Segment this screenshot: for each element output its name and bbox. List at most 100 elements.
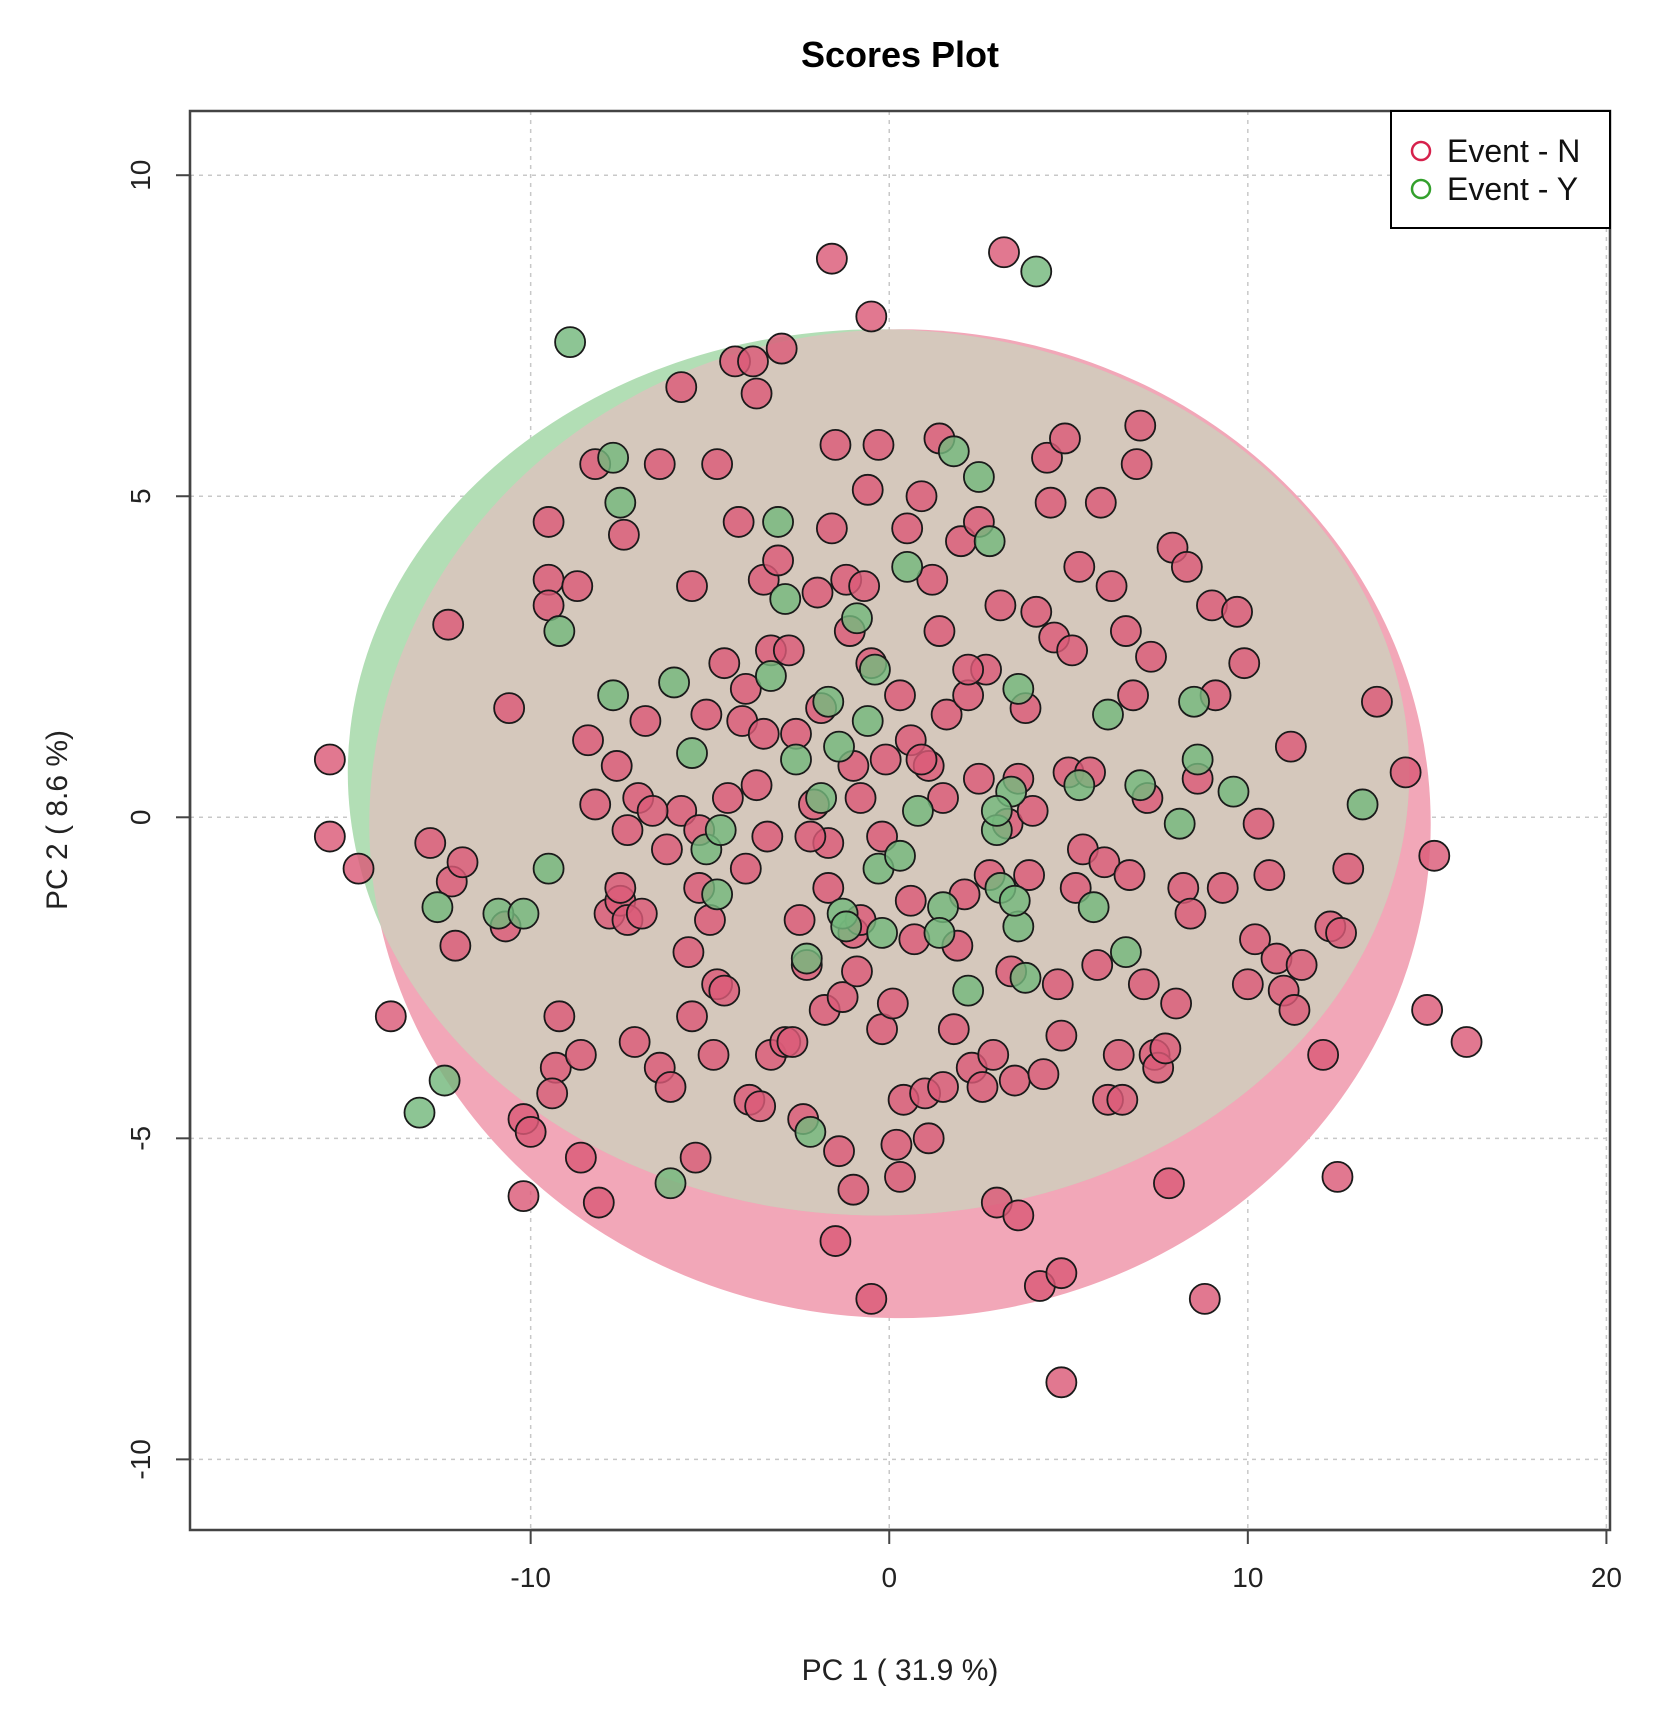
point-event-n <box>966 1071 999 1103</box>
point-event-n <box>930 698 963 731</box>
point-event-y <box>851 705 884 737</box>
point-event-n <box>916 563 949 596</box>
point-event-n <box>607 518 640 551</box>
point-event-y <box>1063 769 1096 802</box>
point-event-n <box>579 788 612 821</box>
point-event-n <box>1088 846 1121 879</box>
x-tick-label: 10 <box>1232 1562 1263 1593</box>
point-event-n <box>740 769 773 802</box>
point-event-y <box>790 942 823 975</box>
point-event-n <box>1120 448 1153 481</box>
point-event-n <box>841 955 873 988</box>
point-event-y <box>902 794 934 827</box>
data-points <box>313 236 1483 1399</box>
point-event-y <box>1163 807 1196 840</box>
point-event-n <box>711 782 744 814</box>
point-event-y <box>507 897 540 930</box>
point-event-n <box>819 428 852 461</box>
point-event-y <box>858 653 891 686</box>
point-event-n <box>1027 1058 1060 1091</box>
point-event-n <box>651 833 683 866</box>
point-event-n <box>564 1038 597 1071</box>
point-event-n <box>618 1026 651 1058</box>
point-event-y <box>597 441 630 474</box>
point-event-n <box>905 743 938 776</box>
point-event-n <box>1153 1167 1185 1200</box>
point-event-y <box>794 1116 827 1148</box>
point-event-n <box>672 936 705 969</box>
point-event-n <box>740 377 773 410</box>
point-event-n <box>690 698 723 731</box>
point-event-n <box>1110 615 1142 647</box>
point-event-n <box>446 846 479 879</box>
point-event-n <box>1135 640 1167 673</box>
point-event-n <box>884 1160 916 1193</box>
point-event-n <box>1321 1160 1354 1193</box>
point-event-n <box>862 428 895 461</box>
x-tick-label: 0 <box>881 1562 897 1593</box>
point-event-y <box>830 910 863 943</box>
point-event-n <box>851 473 884 506</box>
point-event-y <box>923 916 956 949</box>
point-event-n <box>801 576 834 609</box>
chart-title: Scores Plot <box>801 34 999 75</box>
point-event-n <box>722 506 755 538</box>
point-event-n <box>1049 422 1081 455</box>
point-event-n <box>697 1038 730 1071</box>
point-event-n <box>374 1000 407 1033</box>
point-event-n <box>1056 634 1089 667</box>
point-event-n <box>1117 679 1149 712</box>
point-event-n <box>625 897 658 930</box>
point-event-y <box>884 839 916 872</box>
point-event-y <box>1077 891 1110 924</box>
y-tick-label: 5 <box>125 488 156 504</box>
point-event-n <box>962 762 995 795</box>
point-event-n <box>912 1122 945 1155</box>
point-event-y <box>866 916 898 949</box>
point-event-n <box>815 512 848 545</box>
point-event-n <box>654 1071 687 1103</box>
point-event-n <box>1113 859 1146 891</box>
point-event-n <box>1174 897 1207 930</box>
point-event-y <box>604 486 637 519</box>
point-event-n <box>313 820 346 853</box>
point-event-y <box>1346 788 1379 821</box>
point-event-n <box>952 653 985 686</box>
point-event-n <box>812 872 845 904</box>
point-event-n <box>1102 1038 1135 1071</box>
point-event-y <box>532 852 565 885</box>
point-event-y <box>428 1064 461 1097</box>
point-event-n <box>1084 486 1117 519</box>
point-event-y <box>421 891 454 924</box>
point-event-n <box>1206 872 1239 904</box>
point-event-y <box>952 974 985 1007</box>
point-event-n <box>1045 1366 1078 1399</box>
point-event-y <box>1217 775 1250 808</box>
point-event-n <box>1127 968 1160 1001</box>
point-event-n <box>676 1000 708 1033</box>
point-event-n <box>1242 807 1275 840</box>
point-event-n <box>880 1128 913 1161</box>
point-event-n <box>1124 409 1157 442</box>
point-event-n <box>1332 852 1365 885</box>
point-event-n <box>927 782 959 814</box>
point-event-y <box>1009 961 1042 994</box>
point-event-n <box>636 794 669 827</box>
point-event-y <box>1178 685 1210 718</box>
point-event-n <box>1450 1026 1483 1058</box>
point-event-n <box>751 820 784 853</box>
point-event-n <box>783 904 816 936</box>
point-event-y <box>676 737 708 769</box>
point-event-n <box>1418 839 1451 872</box>
point-event-n <box>977 1038 1010 1071</box>
point-event-n <box>772 634 805 667</box>
point-event-y <box>841 602 873 635</box>
y-axis: -10 -5 0 5 10 <box>125 160 192 1480</box>
point-event-n <box>876 987 909 1020</box>
point-event-n <box>600 750 633 782</box>
point-event-n <box>432 608 465 641</box>
point-event-n <box>1221 595 1253 628</box>
point-event-n <box>855 1282 888 1315</box>
point-event-n <box>582 1186 615 1219</box>
legend-label-event-y: Event - Y <box>1447 171 1578 207</box>
